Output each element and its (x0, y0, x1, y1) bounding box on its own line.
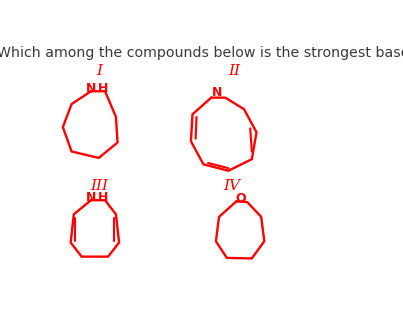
Text: Which among the compounds below is the strongest base?: Which among the compounds below is the s… (0, 46, 403, 60)
Text: N: N (86, 82, 96, 95)
Text: I: I (96, 64, 102, 78)
Text: H: H (98, 191, 109, 204)
Text: IV: IV (223, 179, 240, 193)
Text: III: III (90, 179, 108, 193)
Text: H: H (98, 82, 109, 95)
Text: N: N (212, 86, 222, 99)
Text: II: II (229, 64, 241, 78)
Text: N: N (86, 191, 96, 204)
Text: O: O (236, 192, 246, 205)
